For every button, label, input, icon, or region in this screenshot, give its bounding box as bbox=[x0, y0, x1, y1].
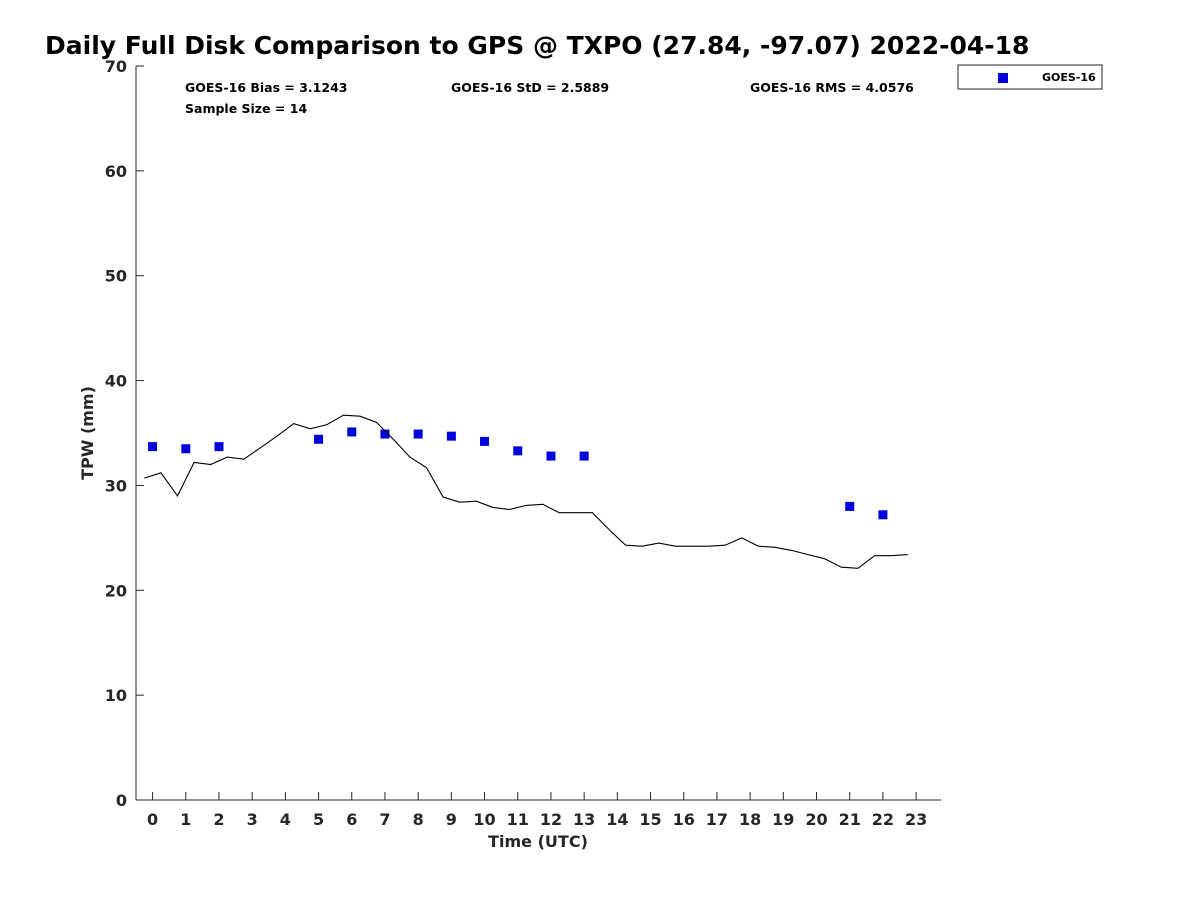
legend-box bbox=[957, 64, 1103, 90]
axes: 0 1 2 3 4 5 6 7 8 9 10 11 12 13 14 15 16 17 18 19 20 21 22 2301… bbox=[105, 57, 941, 829]
x-axis-label: Time (UTC) bbox=[488, 832, 588, 851]
y-axis-label: TPW (mm) bbox=[78, 386, 97, 480]
legend: GOES-16 bbox=[957, 64, 1103, 90]
x-tick-label: 23 bbox=[905, 810, 927, 829]
goes16-data-point bbox=[214, 442, 224, 452]
goes16-data-point bbox=[513, 446, 523, 456]
x-tick-label: 3 bbox=[247, 810, 258, 829]
x-tick-label: 12 bbox=[540, 810, 562, 829]
x-tick-label: 10 bbox=[473, 810, 495, 829]
x-tick-label: 18 bbox=[739, 810, 761, 829]
x-tick-label: 11 bbox=[507, 810, 529, 829]
x-tick-label: 15 bbox=[639, 810, 661, 829]
legend-marker-goes16 bbox=[998, 73, 1008, 83]
y-tick-label: 60 bbox=[105, 162, 127, 181]
x-tick-label: 6 bbox=[346, 810, 357, 829]
goes16-data-point bbox=[845, 501, 855, 511]
goes16-data-point bbox=[446, 431, 456, 441]
goes16-data-point bbox=[480, 436, 490, 446]
x-tick-label: 4 bbox=[280, 810, 291, 829]
goes16-data-point bbox=[546, 451, 556, 461]
x-tick-label: 21 bbox=[839, 810, 861, 829]
std-stat: GOES-16 StD = 2.5889 bbox=[451, 80, 609, 95]
x-tick-label: 7 bbox=[379, 810, 390, 829]
y-tick-label: 50 bbox=[105, 267, 127, 286]
x-tick-label: 5 bbox=[313, 810, 324, 829]
y-tick-label: 20 bbox=[105, 581, 127, 600]
y-tick-label: 0 bbox=[116, 791, 127, 810]
y-tick-label: 40 bbox=[105, 372, 127, 391]
series-layer bbox=[144, 414, 908, 569]
goes16-data-point bbox=[413, 429, 423, 439]
goes16-data-point bbox=[579, 451, 589, 461]
goes16-data-point bbox=[181, 444, 191, 454]
gps-line-series bbox=[144, 414, 908, 569]
goes16-data-point bbox=[148, 442, 158, 452]
x-tick-label: 20 bbox=[805, 810, 827, 829]
goes16-data-point bbox=[380, 429, 390, 439]
x-tick-label: 2 bbox=[213, 810, 224, 829]
y-tick-label: 70 bbox=[105, 57, 127, 76]
x-tick-label: 16 bbox=[673, 810, 695, 829]
chart-title: Daily Full Disk Comparison to GPS @ TXPO… bbox=[45, 31, 1029, 60]
x-tick-label: 13 bbox=[573, 810, 595, 829]
legend-label-goes16: GOES-16 bbox=[1042, 71, 1096, 84]
x-tick-label: 8 bbox=[413, 810, 424, 829]
bias-stat: GOES-16 Bias = 3.1243 bbox=[185, 80, 347, 95]
goes16-data-point bbox=[878, 510, 888, 520]
x-tick-label: 14 bbox=[606, 810, 628, 829]
x-tick-label: 19 bbox=[772, 810, 794, 829]
y-tick-label: 30 bbox=[105, 476, 127, 495]
goes16-data-point bbox=[347, 427, 357, 437]
x-tick-label: 17 bbox=[706, 810, 728, 829]
y-tick-label: 10 bbox=[105, 686, 127, 705]
sample-size-stat: Sample Size = 14 bbox=[185, 101, 307, 116]
x-tick-label: 22 bbox=[872, 810, 894, 829]
x-tick-label: 9 bbox=[446, 810, 457, 829]
rms-stat: GOES-16 RMS = 4.0576 bbox=[750, 80, 914, 95]
x-tick-label: 1 bbox=[180, 810, 191, 829]
x-tick-label: 0 bbox=[147, 810, 158, 829]
goes16-data-point bbox=[314, 434, 324, 444]
